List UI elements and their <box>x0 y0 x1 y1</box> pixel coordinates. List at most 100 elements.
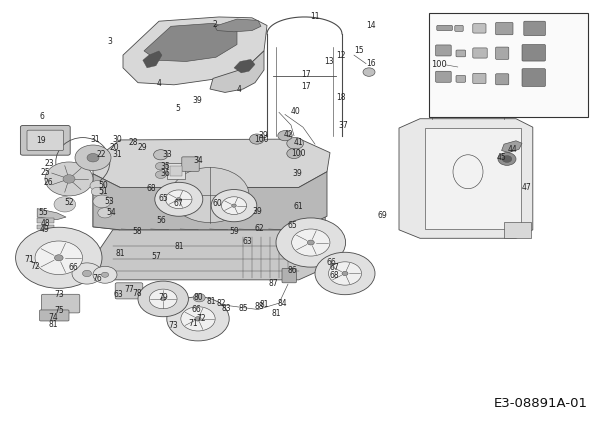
Text: 69: 69 <box>378 211 388 220</box>
Text: 63: 63 <box>242 237 252 246</box>
Bar <box>37 225 54 229</box>
Circle shape <box>87 153 99 162</box>
FancyBboxPatch shape <box>524 21 545 36</box>
Text: 66: 66 <box>326 257 336 267</box>
Circle shape <box>75 145 111 170</box>
Circle shape <box>155 182 203 216</box>
Text: 73: 73 <box>54 290 64 299</box>
Text: 100: 100 <box>431 60 446 70</box>
Text: 71: 71 <box>24 255 34 264</box>
Circle shape <box>211 190 257 222</box>
Circle shape <box>138 281 188 317</box>
Text: 53: 53 <box>104 197 114 206</box>
Text: 39: 39 <box>258 131 268 140</box>
Text: 4: 4 <box>236 84 241 94</box>
Bar <box>167 163 185 179</box>
Circle shape <box>276 218 346 267</box>
FancyBboxPatch shape <box>522 69 545 86</box>
Text: 44: 44 <box>508 145 518 154</box>
Text: 61: 61 <box>294 202 304 212</box>
Text: 87: 87 <box>268 279 278 288</box>
Text: 45: 45 <box>497 153 506 162</box>
Text: 84: 84 <box>277 298 287 308</box>
FancyBboxPatch shape <box>455 25 463 31</box>
FancyBboxPatch shape <box>437 25 452 31</box>
Text: 81: 81 <box>259 300 269 309</box>
Text: 72: 72 <box>30 262 40 271</box>
Circle shape <box>55 255 63 261</box>
Text: 23: 23 <box>44 159 54 168</box>
Text: 81: 81 <box>174 242 184 251</box>
Circle shape <box>63 175 75 183</box>
FancyBboxPatch shape <box>20 126 70 155</box>
Circle shape <box>149 289 177 309</box>
FancyBboxPatch shape <box>473 73 486 84</box>
FancyBboxPatch shape <box>282 268 296 283</box>
Circle shape <box>195 317 201 321</box>
Text: 5: 5 <box>175 104 180 113</box>
Polygon shape <box>87 216 325 280</box>
FancyBboxPatch shape <box>27 130 64 151</box>
Polygon shape <box>143 51 162 68</box>
Circle shape <box>287 148 301 159</box>
Polygon shape <box>502 141 522 153</box>
Text: 81: 81 <box>115 249 125 258</box>
Polygon shape <box>93 139 330 189</box>
Text: 51: 51 <box>98 187 108 196</box>
Text: 20: 20 <box>109 143 119 152</box>
Circle shape <box>193 293 205 302</box>
Text: 67: 67 <box>174 199 184 208</box>
FancyBboxPatch shape <box>436 45 451 56</box>
Text: 71: 71 <box>188 318 198 328</box>
Text: 79: 79 <box>158 293 168 302</box>
Circle shape <box>363 68 375 76</box>
Text: 12: 12 <box>336 50 346 60</box>
Text: 47: 47 <box>522 183 532 192</box>
Text: 65: 65 <box>288 221 298 230</box>
Polygon shape <box>93 174 120 230</box>
Text: 88: 88 <box>254 301 264 311</box>
FancyBboxPatch shape <box>182 157 199 171</box>
Circle shape <box>16 227 102 288</box>
FancyBboxPatch shape <box>522 45 545 61</box>
Text: 49: 49 <box>40 225 50 234</box>
Text: 80: 80 <box>193 293 203 302</box>
Text: 100: 100 <box>292 149 306 158</box>
Circle shape <box>287 137 304 149</box>
Text: 31: 31 <box>90 134 100 144</box>
Text: 29: 29 <box>138 143 148 152</box>
FancyBboxPatch shape <box>473 24 486 33</box>
Text: 73: 73 <box>168 321 178 330</box>
Circle shape <box>167 297 229 341</box>
Text: 33: 33 <box>162 150 172 159</box>
Text: 28: 28 <box>128 137 138 147</box>
Text: 17: 17 <box>301 70 311 79</box>
Text: 3: 3 <box>107 37 112 46</box>
FancyBboxPatch shape <box>115 283 143 299</box>
Text: 54: 54 <box>106 208 116 218</box>
Bar <box>37 218 54 223</box>
Polygon shape <box>215 19 261 32</box>
Polygon shape <box>37 209 66 220</box>
Polygon shape <box>93 172 327 230</box>
Bar <box>429 13 588 117</box>
Text: 19: 19 <box>36 136 46 145</box>
Circle shape <box>221 197 247 215</box>
FancyBboxPatch shape <box>456 50 466 57</box>
Polygon shape <box>123 17 267 85</box>
FancyBboxPatch shape <box>40 310 69 321</box>
Text: 37: 37 <box>338 120 348 130</box>
Text: 22: 22 <box>96 150 106 159</box>
Text: 11: 11 <box>310 11 320 21</box>
Polygon shape <box>210 51 264 92</box>
Circle shape <box>54 197 76 212</box>
Text: 75: 75 <box>54 306 64 315</box>
Circle shape <box>35 241 83 275</box>
Text: 65: 65 <box>158 194 168 203</box>
Text: 17: 17 <box>301 82 311 92</box>
FancyBboxPatch shape <box>496 22 513 35</box>
Circle shape <box>93 266 117 283</box>
Circle shape <box>176 198 181 201</box>
Text: 58: 58 <box>132 226 142 236</box>
Text: 36: 36 <box>160 169 170 179</box>
